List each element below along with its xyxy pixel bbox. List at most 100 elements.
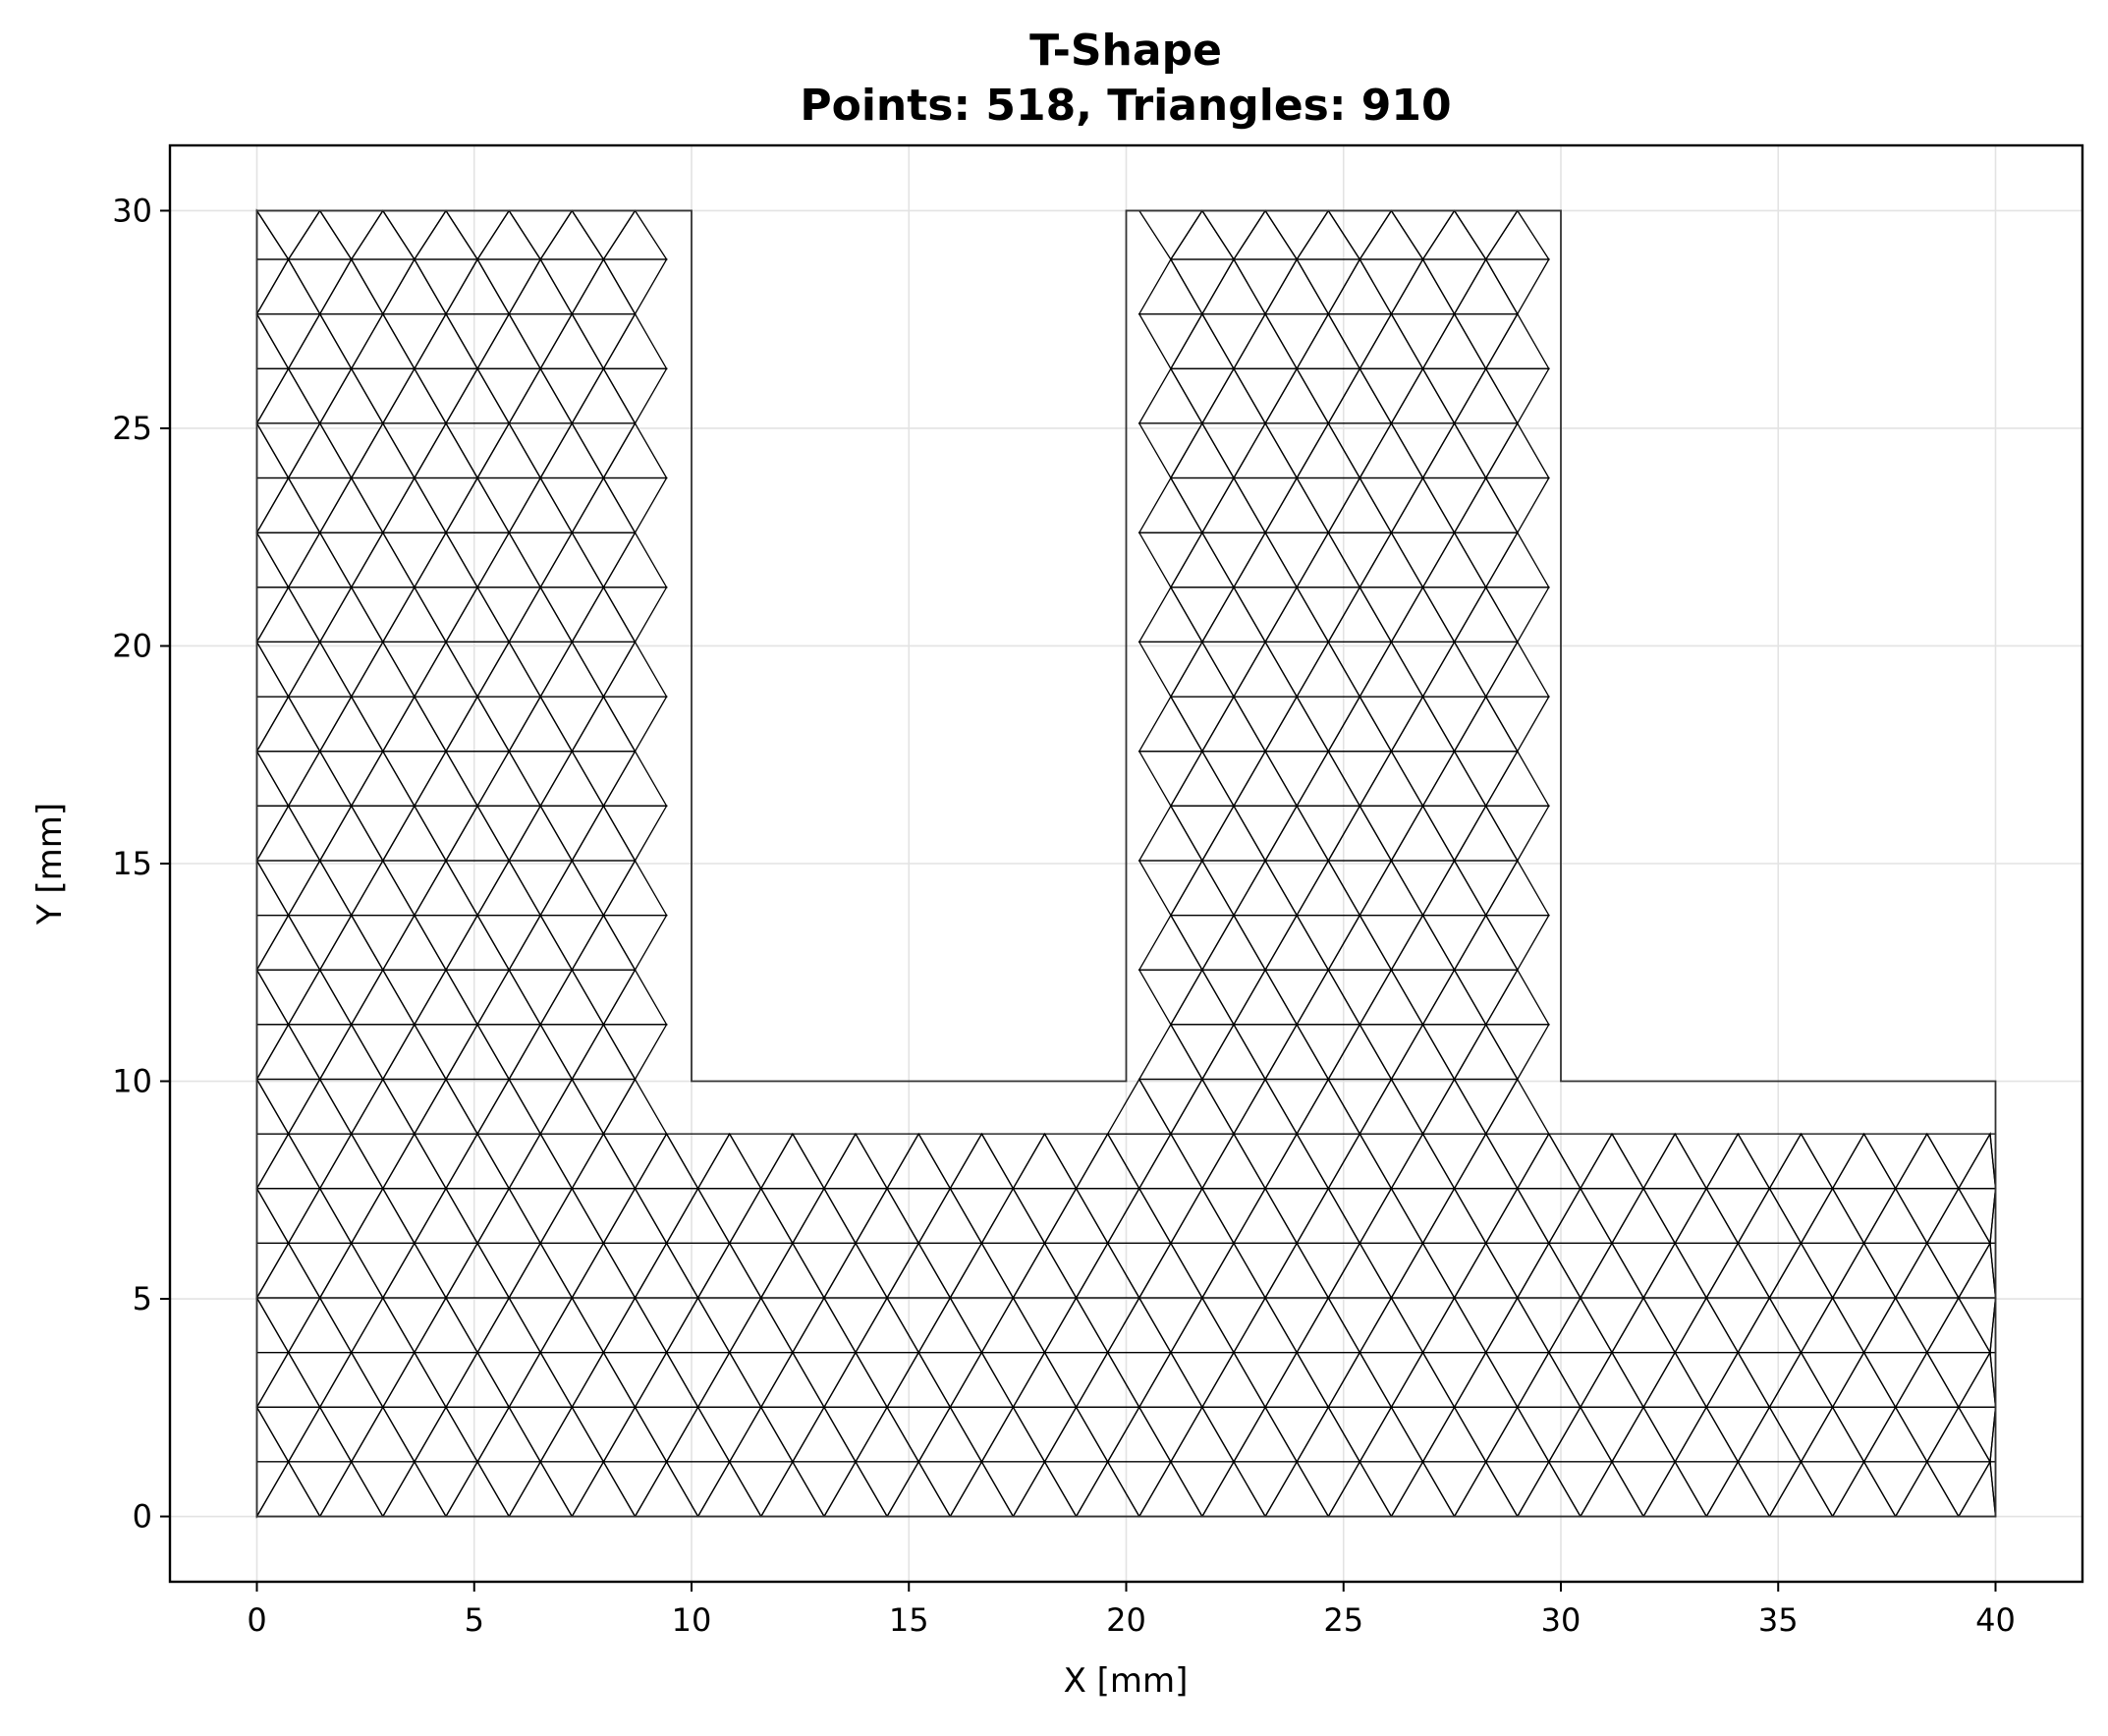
mesh-triangle <box>917 1406 983 1463</box>
mesh-triangle <box>571 1023 637 1081</box>
mesh-triangle <box>539 476 605 534</box>
mesh-triangle <box>1232 1078 1299 1135</box>
mesh-triangle <box>413 531 479 588</box>
mesh-triangle <box>1484 476 1550 534</box>
mesh-triangle <box>1137 1188 1204 1245</box>
mesh-triangle <box>1453 1406 1519 1464</box>
mesh-triangle <box>1200 209 1267 261</box>
mesh-triangle <box>602 367 668 425</box>
mesh-triangle <box>1390 312 1456 370</box>
mesh-triangle <box>350 209 416 260</box>
mesh-triangle <box>1894 1460 1961 1518</box>
mesh-triangle <box>602 641 668 698</box>
mesh-triangle <box>571 804 637 862</box>
mesh-triangle <box>1421 1078 1487 1135</box>
mesh-triangle <box>508 532 574 589</box>
mesh-triangle <box>287 1242 353 1300</box>
mesh-triangle <box>1641 1351 1708 1408</box>
mesh-triangle <box>1484 1461 1550 1518</box>
mesh-triangle <box>350 1024 416 1081</box>
mesh-triangle <box>1453 422 1519 479</box>
mesh-triangle <box>1106 1461 1173 1518</box>
mesh-triangle <box>602 312 668 369</box>
mesh-triangle <box>1106 1133 1173 1190</box>
mesh-triangle <box>1137 804 1204 862</box>
mesh-triangle <box>1641 1242 1708 1299</box>
mesh-triangle <box>1327 1406 1393 1464</box>
mesh-triangle <box>539 1461 605 1518</box>
x-tick-label: 20 <box>1106 1601 1146 1639</box>
mesh-triangle <box>1327 532 1393 589</box>
mesh-triangle <box>508 366 574 424</box>
mesh-triangle <box>1421 1296 1487 1354</box>
mesh-triangle <box>917 1133 983 1190</box>
mesh-triangle <box>602 421 668 479</box>
mesh-triangle <box>381 860 448 917</box>
mesh-triangle <box>1359 209 1424 260</box>
mesh-triangle <box>1390 641 1456 699</box>
mesh-triangle <box>444 476 511 533</box>
mesh-triangle <box>255 257 321 315</box>
mesh-triangle <box>1610 1242 1677 1300</box>
mesh-triangle <box>602 1187 668 1245</box>
mesh-triangle <box>1453 1023 1519 1081</box>
mesh-triangle <box>1263 1406 1330 1464</box>
mesh-triangle <box>413 1461 479 1518</box>
y-tick-label: 10 <box>112 1063 152 1100</box>
mesh-triangle <box>1263 860 1330 917</box>
mesh-triangle <box>1390 804 1456 862</box>
mesh-triangle <box>1516 1351 1582 1408</box>
mesh-triangle <box>1484 1242 1550 1300</box>
mesh-triangle <box>885 1351 952 1408</box>
mesh-triangle <box>539 1242 605 1300</box>
mesh-triangle <box>1359 1024 1424 1081</box>
mesh-triangle <box>1831 1242 1897 1299</box>
mesh-triangle <box>475 312 542 369</box>
mesh-triangle <box>1674 1133 1740 1191</box>
mesh-triangle <box>1169 1187 1236 1245</box>
mesh-triangle <box>1075 1460 1140 1518</box>
mesh-triangle <box>602 1133 668 1190</box>
mesh-triangle <box>602 750 668 807</box>
mesh-triangle <box>381 804 448 862</box>
mesh-triangle <box>1137 1297 1204 1354</box>
mesh-triangle <box>1894 1242 1961 1299</box>
mesh-triangle <box>381 1297 448 1354</box>
mesh-triangle <box>381 751 448 808</box>
mesh-triangle <box>381 532 448 589</box>
mesh-triangle <box>1925 1242 1992 1300</box>
mesh-triangle <box>413 258 479 315</box>
mesh-triangle <box>1579 1188 1645 1245</box>
mesh-triangle <box>1263 1460 1330 1518</box>
mesh-triangle <box>318 1132 384 1190</box>
mesh-triangle <box>1296 1296 1361 1354</box>
mesh-triangle <box>413 1187 479 1245</box>
mesh-triangle <box>1421 1242 1487 1300</box>
mesh-triangle <box>665 1242 731 1300</box>
mesh-triangle <box>602 531 668 588</box>
mesh-triangle <box>822 1132 889 1190</box>
mesh-triangle <box>508 586 574 644</box>
mesh-triangle <box>759 1242 826 1299</box>
mesh-triangle <box>1421 1406 1487 1463</box>
mesh-triangle <box>1296 258 1361 315</box>
mesh-triangle <box>1296 367 1361 425</box>
mesh-triangle <box>1263 476 1330 533</box>
x-tick-label: 10 <box>672 1601 712 1639</box>
mesh-triangle <box>1169 1024 1236 1081</box>
mesh-triangle <box>318 1188 384 1245</box>
mesh-triangle <box>1327 860 1393 917</box>
mesh-triangle <box>1137 476 1204 533</box>
mesh-triangle <box>381 1132 448 1190</box>
mesh-triangle <box>539 1133 605 1190</box>
mesh-triangle <box>508 1242 574 1299</box>
mesh-triangle <box>1169 696 1236 754</box>
mesh-triangle <box>413 209 479 260</box>
mesh-triangle <box>1800 1133 1865 1191</box>
mesh-triangle <box>1106 1078 1173 1135</box>
mesh-triangle <box>508 1297 574 1354</box>
mesh-triangle <box>728 1461 795 1518</box>
mesh-triangle <box>1831 1188 1897 1245</box>
mesh-triangle <box>1169 1405 1236 1463</box>
mesh-triangle <box>287 641 353 698</box>
